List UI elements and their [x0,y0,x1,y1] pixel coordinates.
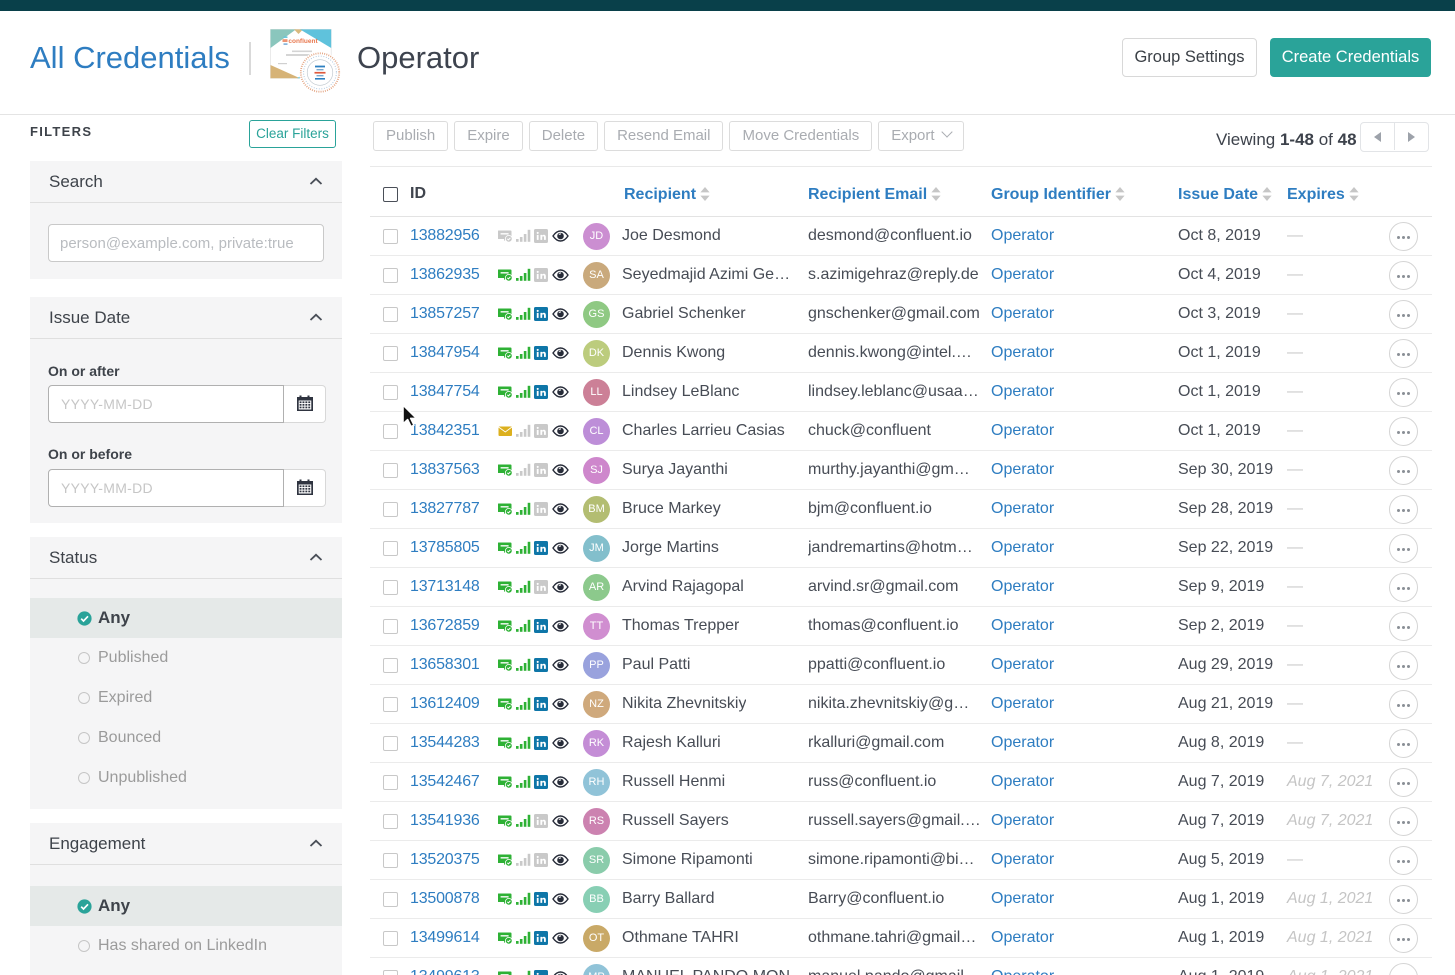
svg-text:confluent: confluent [288,38,318,45]
